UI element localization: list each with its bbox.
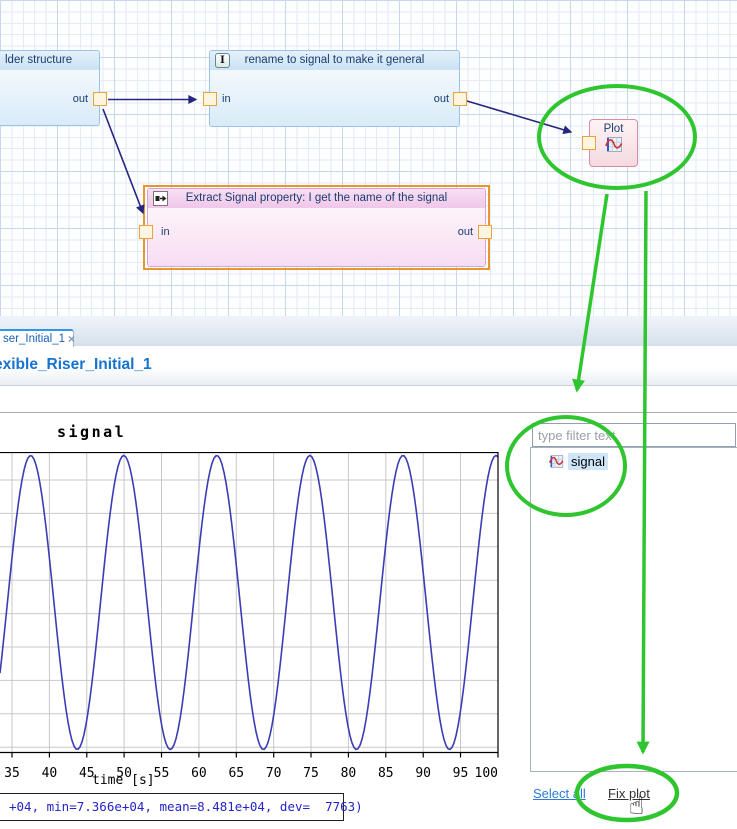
plot-curve-icon	[605, 137, 623, 152]
port-out-extract[interactable]	[478, 225, 492, 239]
block-body	[210, 70, 459, 126]
svg-text:80: 80	[341, 766, 357, 781]
block-body	[148, 208, 485, 266]
diagram-canvas[interactable]: lder structure I rename to signal to mak…	[0, 0, 737, 316]
model-title: exible_Riser_Initial_1	[0, 356, 152, 373]
port-out-rename[interactable]	[453, 92, 467, 106]
port-out-builder[interactable]	[93, 92, 107, 106]
plot-title: signal	[57, 423, 127, 441]
plot-curve-icon	[549, 455, 564, 468]
block-body	[0, 70, 99, 125]
export-arrow-icon	[153, 191, 168, 206]
block-title: Extract Signal property: I get the name …	[148, 189, 485, 208]
svg-text:40: 40	[42, 766, 58, 781]
svg-text:50: 50	[116, 766, 132, 781]
svg-text:65: 65	[228, 766, 244, 781]
svg-text:70: 70	[266, 766, 282, 781]
model-header: exible_Riser_Initial_1	[0, 346, 737, 386]
block-title: lder structure	[0, 51, 99, 70]
tab-bar	[0, 316, 737, 346]
block-rename-to-signal[interactable]: I rename to signal to make it general	[209, 50, 460, 127]
hand-cursor-icon: ☝	[629, 791, 645, 820]
svg-text:95: 95	[453, 766, 469, 781]
block-title: I rename to signal to make it general	[210, 51, 459, 70]
port-label: in	[222, 93, 231, 105]
svg-text:85: 85	[378, 766, 394, 781]
select-all-link[interactable]: Select all	[533, 786, 586, 801]
block-title: Plot	[603, 123, 624, 135]
port-in-extract[interactable]	[139, 225, 153, 239]
block-plot[interactable]: Plot	[589, 119, 638, 167]
tab-close-icon[interactable]: ×	[68, 332, 76, 346]
block-builder-structure[interactable]: lder structure	[0, 50, 100, 126]
port-in-plot[interactable]	[582, 136, 596, 150]
svg-text:45: 45	[79, 766, 95, 781]
time-axis-label: time [s]	[92, 773, 155, 788]
tab-label: ser_Initial_1	[3, 333, 66, 345]
block-extract-signal-property[interactable]: Extract Signal property: I get the name …	[147, 188, 486, 267]
port-label: out	[457, 226, 473, 238]
tree-item-signal[interactable]: signal	[548, 453, 608, 470]
filter-input[interactable]	[532, 423, 736, 447]
separator-line	[0, 412, 737, 413]
svg-text:35: 35	[4, 766, 20, 781]
tab-riser-initial-1[interactable]: ser_Initial_1 ×	[0, 329, 76, 347]
signal-tree[interactable]: signal	[530, 447, 737, 772]
svg-text:60: 60	[191, 766, 207, 781]
svg-text:100.01: 100.01	[475, 766, 500, 781]
port-label: out	[72, 93, 88, 105]
svg-text:75: 75	[303, 766, 319, 781]
port-in-rename[interactable]	[203, 92, 217, 106]
status-box: +04, min=7.366e+04, mean=8.481e+04, dev=…	[0, 793, 363, 821]
tree-item-label: signal	[568, 453, 608, 470]
signal-plot[interactable]: 35 40 45 50 55 60 65 70 75 80 85 90 95 100.01	[0, 452, 500, 784]
port-label: in	[161, 226, 170, 238]
svg-text:55: 55	[154, 766, 170, 781]
port-label: out	[433, 93, 449, 105]
svg-text:90: 90	[415, 766, 431, 781]
info-icon: I	[215, 53, 230, 68]
